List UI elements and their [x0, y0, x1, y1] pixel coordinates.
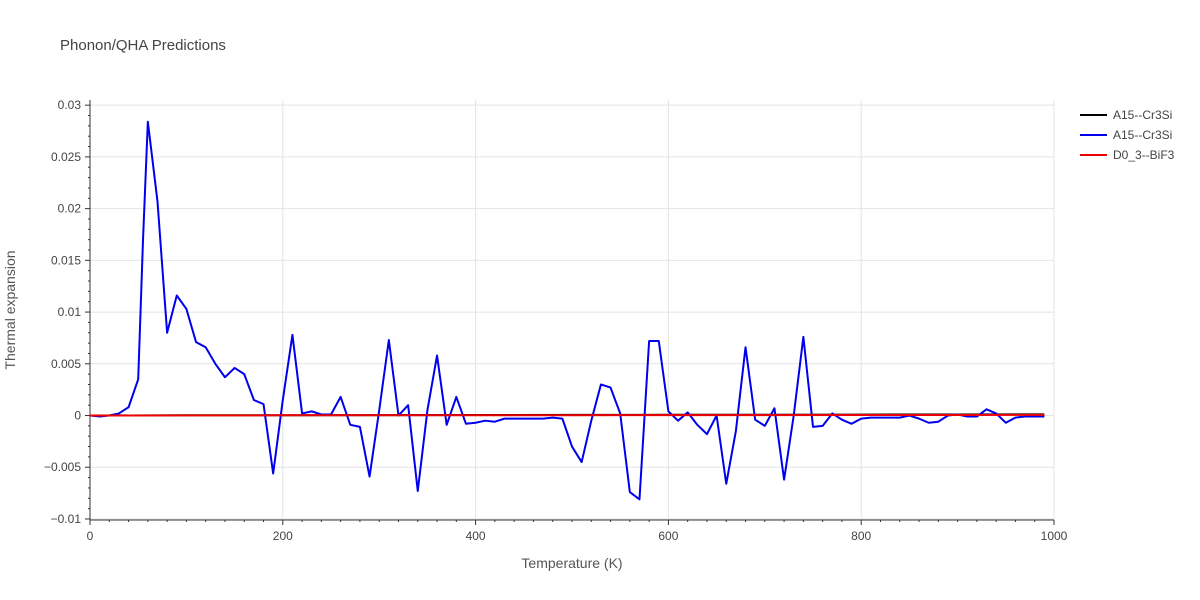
- legend: A15--Cr3Si A15--Cr3Si D0_3--BiF3: [1080, 108, 1175, 162]
- y-tick-label: 0.015: [51, 253, 81, 267]
- series-line-2: [89, 120, 1045, 501]
- legend-label: D0_3--BiF3: [1113, 148, 1175, 162]
- y-tick-label: −0.005: [44, 460, 81, 474]
- y-tick-label: 0.025: [51, 150, 81, 164]
- tick-labels: 0 200 400 600 800 1000 −0.01 −0.005 0 0.005 0.01 0.…: [44, 98, 1068, 543]
- x-tick-label: 0: [87, 529, 94, 543]
- legend-label: A15--Cr3Si: [1113, 108, 1172, 122]
- y-tick-label: 0.01: [58, 305, 82, 319]
- y-tick-label: 0.02: [58, 202, 82, 216]
- x-axis-title: Temperature (K): [521, 555, 622, 571]
- chart-title: Phonon/QHA Predictions: [60, 37, 226, 54]
- y-axis-title: Thermal expansion: [2, 250, 18, 369]
- y-tick-label: 0.03: [58, 98, 82, 112]
- grid-lines: [89, 100, 1055, 520]
- y-tick-label: −0.01: [51, 512, 82, 526]
- axes: [85, 100, 1055, 525]
- plot-area: [89, 120, 1045, 501]
- series-line-3: [89, 413, 1045, 417]
- x-tick-label: 800: [851, 529, 871, 543]
- y-tick-label: 0: [74, 409, 81, 423]
- x-tick-label: 200: [273, 529, 293, 543]
- x-tick-label: 600: [658, 529, 678, 543]
- y-tick-label: 0.005: [51, 357, 81, 371]
- legend-label: A15--Cr3Si: [1113, 128, 1172, 142]
- x-tick-label: 1000: [1041, 529, 1068, 543]
- x-tick-label: 400: [466, 529, 486, 543]
